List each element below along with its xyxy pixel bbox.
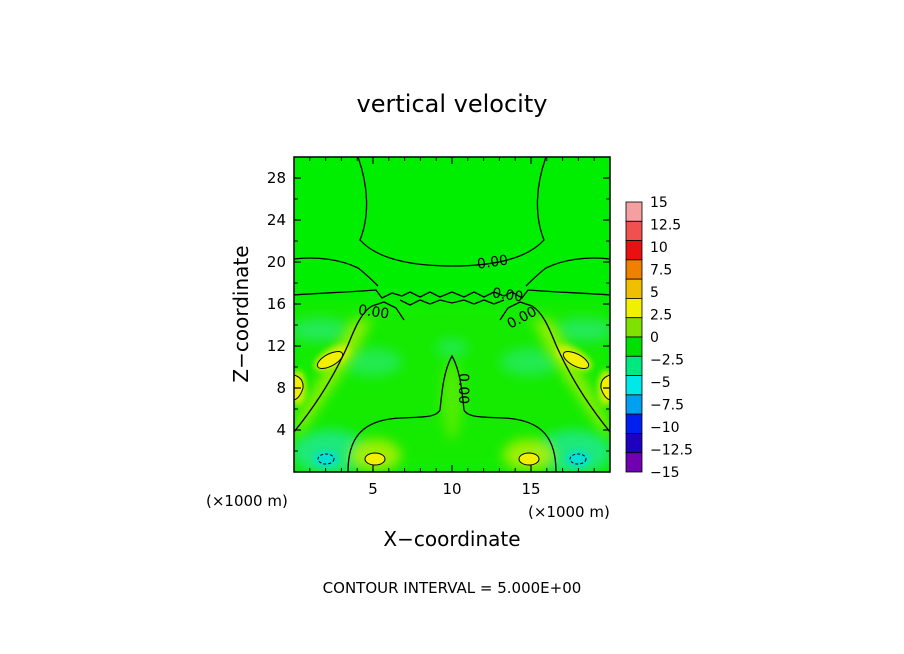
updraft-region xyxy=(442,360,462,440)
colorbar-label: 0 xyxy=(650,330,659,346)
colorbar-swatch xyxy=(625,220,643,241)
contour-label: 0.00 xyxy=(357,302,390,322)
colorbar-label: −2.5 xyxy=(650,353,684,369)
chart-title: vertical velocity xyxy=(357,90,548,118)
colorbar-swatch xyxy=(625,201,643,222)
y-tick-label: 20 xyxy=(267,253,286,271)
downdraft-region xyxy=(342,348,402,376)
y-tick-label: 16 xyxy=(267,295,286,313)
x-tick-label: 15 xyxy=(521,480,540,498)
colorbar-swatch xyxy=(625,259,643,280)
y-tick-label: 4 xyxy=(276,421,286,439)
contour-label: 0.00 xyxy=(455,373,471,404)
colorbar-label: −10 xyxy=(650,420,680,436)
updraft-core xyxy=(518,452,540,466)
colorbar-label: 2.5 xyxy=(650,308,672,324)
colorbar-swatch xyxy=(625,413,643,434)
downdraft-region xyxy=(566,451,590,467)
contour-label: 0.00 xyxy=(491,285,524,305)
colorbar-label: 15 xyxy=(650,195,668,211)
colorbar-swatch xyxy=(625,240,643,261)
downdraft-region xyxy=(314,451,338,467)
x-unit-left: (×1000 m) xyxy=(206,492,288,510)
contour-interval-note: CONTOUR INTERVAL = 5.000E+00 xyxy=(323,579,582,597)
updraft-region xyxy=(532,318,610,440)
y-axis: 4 8 12 16 20 24 28 xyxy=(267,169,610,452)
colorbar-swatch xyxy=(625,355,643,376)
contour-label-group: 0.00 0.00 0.00 0.00 0.00 xyxy=(357,253,540,405)
negative-contour xyxy=(317,453,335,465)
updraft-core xyxy=(316,351,344,369)
colorbar-label: −15 xyxy=(650,465,680,481)
colorbar-label: 7.5 xyxy=(650,263,672,279)
downdraft-region xyxy=(294,318,350,342)
colorbar-swatch xyxy=(625,452,643,473)
y-axis-label: Z−coordinate xyxy=(229,245,253,382)
y-tick-label: 28 xyxy=(267,169,286,187)
colorbar-swatch xyxy=(625,317,643,338)
colorbar: 15 12.5 10 7.5 5 2.5 0 −2.5 −5 −7.5 −10 −12.5 −15 xyxy=(625,195,693,481)
x-tick-label: 5 xyxy=(368,480,378,498)
x-tick-label: 10 xyxy=(442,480,461,498)
updraft-core xyxy=(364,452,386,466)
downdraft-region xyxy=(436,338,468,358)
colorbar-label: −7.5 xyxy=(650,398,684,414)
y-tick-label: 8 xyxy=(276,379,286,397)
downdraft-region xyxy=(500,348,560,376)
colorbar-label: 10 xyxy=(650,240,668,256)
colorbar-label: −12.5 xyxy=(650,443,693,459)
colorbar-swatch xyxy=(625,433,643,454)
x-axis: 5 10 15 xyxy=(309,157,595,498)
updraft-core xyxy=(562,351,590,369)
colorbar-label: −5 xyxy=(650,375,671,391)
downdraft-region xyxy=(294,430,368,472)
velocity-field: 0.00 0.00 0.00 0.00 0.00 xyxy=(294,157,610,472)
x-axis-label: X−coordinate xyxy=(383,527,520,551)
updraft-region xyxy=(294,318,372,440)
downdraft-region xyxy=(536,430,610,472)
zero-contours xyxy=(294,157,610,472)
colorbar-swatch xyxy=(625,336,643,357)
colorbar-swatch xyxy=(625,278,643,299)
negative-contour xyxy=(569,453,587,465)
colorbar-label: 5 xyxy=(650,285,659,301)
downdraft-region xyxy=(554,318,610,342)
x-unit-right: (×1000 m) xyxy=(528,503,610,521)
colorbar-swatch xyxy=(625,394,643,415)
colorbar-label: 12.5 xyxy=(650,218,681,234)
y-tick-label: 24 xyxy=(267,211,286,229)
colorbar-swatch xyxy=(625,375,643,396)
colorbar-swatch xyxy=(625,298,643,319)
contour-label: 0.00 xyxy=(476,253,509,273)
y-tick-label: 12 xyxy=(267,337,286,355)
